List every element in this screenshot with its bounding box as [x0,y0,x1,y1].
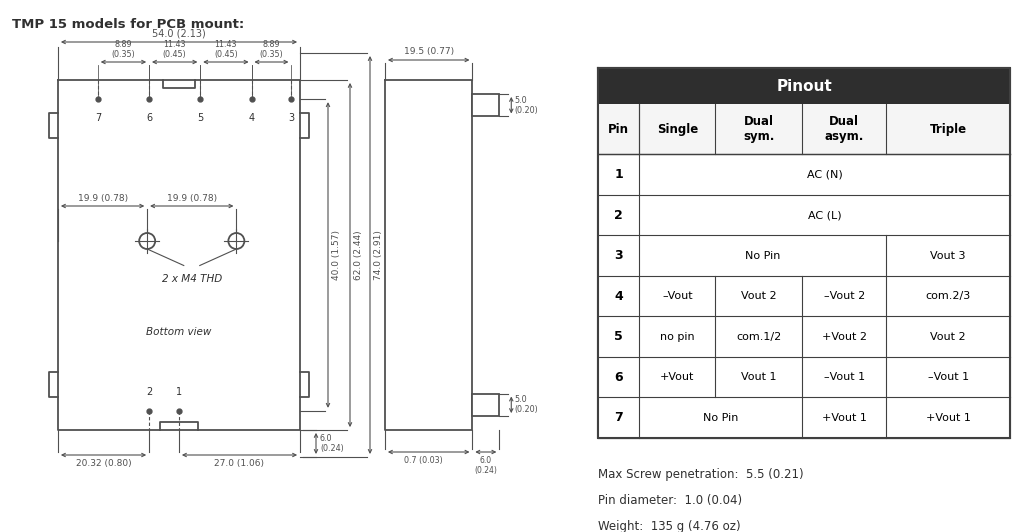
Bar [472,94,500,117]
Text: Pin diameter:  1.0 (0.04): Pin diameter: 1.0 (0.04) [598,494,742,507]
Text: 19.9 (0.78): 19.9 (0.78) [167,194,217,203]
Bar [598,357,1010,397]
Text: 4: 4 [614,289,623,303]
Bar [598,317,1010,357]
Text: 74.0 (2.91): 74.0 (2.91) [374,230,383,280]
Text: 2: 2 [614,209,623,221]
Text: Dual
sym.: Dual sym. [743,115,774,143]
Text: Weight:  135 g (4.76 oz): Weight: 135 g (4.76 oz) [598,520,740,532]
Text: 1: 1 [614,168,623,181]
Text: no pin: no pin [660,331,694,342]
Text: 19.9 (0.78): 19.9 (0.78) [78,194,128,203]
Text: 1: 1 [176,387,182,397]
Text: 7: 7 [614,411,623,424]
Text: +Vout: +Vout [660,372,694,382]
Text: 8.89
(0.35): 8.89 (0.35) [259,39,284,59]
Text: –Vout: –Vout [662,291,692,301]
Bar [598,68,1010,438]
Text: Vout 1: Vout 1 [741,372,776,382]
Text: No Pin: No Pin [745,251,780,261]
Text: 3: 3 [614,249,623,262]
Text: +Vout 2: +Vout 2 [821,331,866,342]
Text: com.2/3: com.2/3 [926,291,971,301]
Text: Vout 2: Vout 2 [931,331,966,342]
Bar [598,68,1010,104]
Bar [598,276,1010,317]
Text: Pin: Pin [608,123,629,136]
Text: 5.0
(0.20): 5.0 (0.20) [514,395,538,414]
Text: 4: 4 [249,113,255,123]
Text: –Vout 1: –Vout 1 [928,372,969,382]
Text: 54.0 (2.13): 54.0 (2.13) [153,28,206,38]
Text: AC (N): AC (N) [807,170,843,179]
Text: 0.7 (0.03): 0.7 (0.03) [404,456,443,465]
Text: 3: 3 [289,113,295,123]
Text: Dual
asym.: Dual asym. [824,115,864,143]
Text: 6: 6 [146,113,153,123]
Text: 62.0 (2.44): 62.0 (2.44) [354,230,362,280]
Text: 6.0
(0.24): 6.0 (0.24) [474,456,498,476]
Bar [598,397,1010,438]
Text: 2 x M4 THD: 2 x M4 THD [162,273,222,284]
Text: 5: 5 [614,330,623,343]
Text: Single: Single [656,123,698,136]
Text: –Vout 2: –Vout 2 [823,291,865,301]
Text: 8.89
(0.35): 8.89 (0.35) [112,39,135,59]
Text: Pinout: Pinout [776,79,831,94]
Text: 5: 5 [198,113,204,123]
Text: –Vout 1: –Vout 1 [823,372,864,382]
Bar [598,195,1010,235]
Text: 7: 7 [94,113,101,123]
Bar [598,235,1010,276]
Bar [598,104,1010,154]
Text: Max Screw penetration:  5.5 (0.21): Max Screw penetration: 5.5 (0.21) [598,468,804,481]
Text: Bottom view: Bottom view [146,327,212,337]
Text: Vout 2: Vout 2 [741,291,776,301]
Text: 5.0
(0.20): 5.0 (0.20) [514,96,538,115]
Text: 11.43
(0.45): 11.43 (0.45) [163,39,186,59]
Text: 2: 2 [146,387,153,397]
Text: AC (L): AC (L) [808,210,842,220]
Text: 40.0 (1.57): 40.0 (1.57) [332,230,341,280]
Text: No Pin: No Pin [702,413,738,423]
Text: +Vout 1: +Vout 1 [926,413,971,423]
Text: 6: 6 [614,371,623,384]
Text: TMP 15 models for PCB mount:: TMP 15 models for PCB mount: [12,18,245,31]
Bar [472,394,500,416]
Text: Triple: Triple [930,123,967,136]
Text: 19.5 (0.77): 19.5 (0.77) [403,47,454,56]
Bar [598,154,1010,195]
Text: 6.0
(0.24): 6.0 (0.24) [319,434,344,453]
Text: 20.32 (0.80): 20.32 (0.80) [76,459,131,468]
Text: Vout 3: Vout 3 [931,251,966,261]
Text: com.1/2: com.1/2 [736,331,781,342]
Text: 27.0 (1.06): 27.0 (1.06) [214,459,264,468]
Text: +Vout 1: +Vout 1 [821,413,866,423]
Text: 11.43
(0.45): 11.43 (0.45) [214,39,238,59]
